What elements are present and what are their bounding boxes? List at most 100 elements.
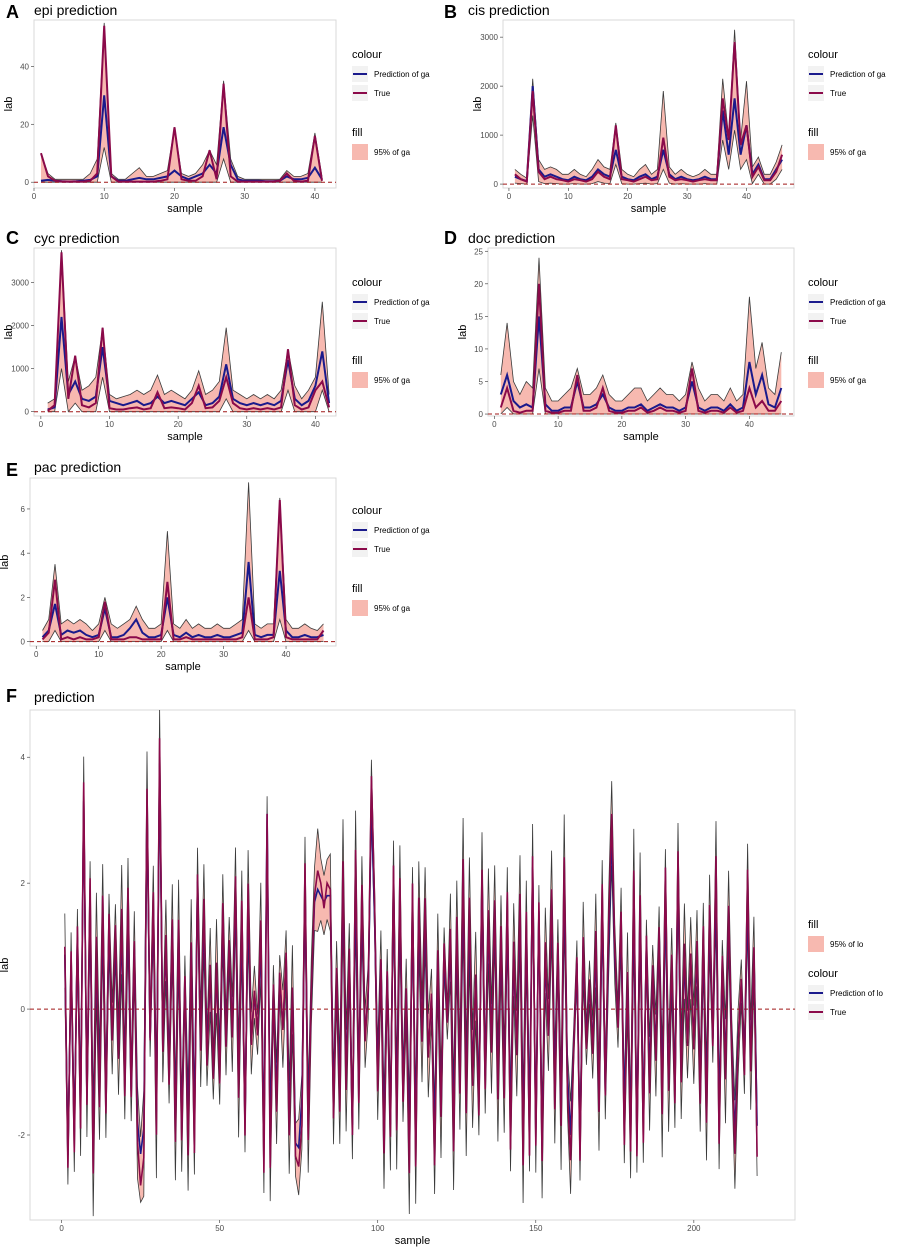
data-layer [30, 710, 795, 1217]
x-tick-label: 20 [170, 192, 179, 201]
x-tick-label: 40 [311, 420, 320, 429]
x-tick-label: 0 [59, 1224, 64, 1233]
x-tick-label: 0 [39, 420, 44, 429]
data-layer [488, 257, 794, 415]
x-tick-label: 40 [282, 650, 291, 659]
legend-label-true: True [830, 1008, 847, 1017]
x-tick-label: 10 [554, 420, 563, 429]
band-95 [47, 250, 330, 412]
y-tick-label: -2 [18, 1131, 26, 1140]
legend-colour-title: colour [352, 505, 382, 517]
legend: colour Prediction of ga True fill 95% of ga [352, 277, 430, 388]
y-tick-label: 0 [25, 178, 30, 187]
band-upper-edge [47, 250, 330, 404]
legend-label-prediction: Prediction of ga [374, 70, 430, 79]
legend-colour-title: colour [808, 968, 838, 980]
legend-colour-title: colour [352, 49, 382, 61]
legend-key-band [352, 600, 368, 616]
panel-label: F [6, 686, 17, 706]
legend-colour-title: colour [808, 277, 838, 289]
legend-key-band [352, 144, 368, 160]
series-line-prediction [41, 561, 324, 639]
legend-key-band [808, 372, 824, 388]
legend-fill-title: fill [352, 583, 362, 595]
legend-label-true: True [374, 317, 391, 326]
x-tick-label: 10 [100, 192, 109, 201]
panel-label: E [6, 460, 18, 480]
y-tick-label: 0 [21, 638, 26, 647]
legend-label-prediction: Prediction of lo [830, 989, 883, 998]
plot-area [33, 19, 337, 189]
y-axis-title: lab [472, 97, 484, 112]
x-axis-title: sample [167, 431, 202, 443]
x-tick-label: 10 [94, 650, 103, 659]
x-tick-label: 20 [623, 192, 632, 201]
x-tick-label: 10 [564, 192, 573, 201]
legend-fill-title: fill [808, 127, 818, 139]
x-tick-label: 30 [219, 650, 228, 659]
series-line-true [47, 252, 331, 412]
x-tick-label: 50 [215, 1224, 224, 1233]
y-tick-label: 0 [25, 408, 30, 417]
legend-label-band: 95% of ga [830, 376, 867, 385]
y-tick-label: 2000 [480, 82, 498, 91]
y-tick-label: 0 [494, 180, 499, 189]
band-95 [42, 482, 324, 642]
legend-label-band: 95% of ga [374, 148, 411, 157]
y-tick-label: 1000 [480, 131, 498, 140]
panel-label: B [444, 2, 457, 22]
x-tick-label: 30 [240, 192, 249, 201]
chart-title: cis prediction [468, 2, 550, 18]
chart-title: pac prediction [34, 459, 121, 475]
x-tick-label: 0 [492, 420, 497, 429]
x-tick-label: 30 [681, 420, 690, 429]
legend-label-true: True [830, 317, 847, 326]
data-layer [30, 482, 336, 643]
y-tick-label: 1000 [11, 365, 29, 374]
panel-label: A [6, 2, 19, 22]
legend-label-prediction: Prediction of ga [374, 526, 430, 535]
series-line-prediction [514, 86, 783, 183]
legend: colour Prediction of ga True fill 95% of ga [808, 277, 886, 388]
x-tick-label: 20 [174, 420, 183, 429]
band-upper-edge [500, 257, 782, 402]
y-axis-title: lab [0, 555, 11, 570]
y-axis-title: lab [0, 958, 11, 973]
x-axis-title: sample [623, 431, 658, 443]
x-axis-title: sample [167, 203, 202, 215]
chart-title: doc prediction [468, 230, 555, 246]
legend-label-true: True [374, 89, 391, 98]
panel-label: C [6, 228, 19, 248]
legend-key-band [808, 936, 824, 952]
x-tick-label: 40 [310, 192, 319, 201]
legend-fill-title: fill [808, 355, 818, 367]
legend-label-band: 95% of ga [374, 376, 411, 385]
chart-title: cyc prediction [34, 230, 120, 246]
y-tick-label: 2 [21, 879, 26, 888]
legend-colour-title: colour [808, 49, 838, 61]
x-tick-label: 150 [529, 1224, 543, 1233]
legend-key-band [352, 372, 368, 388]
legend-label-band: 95% of ga [374, 604, 411, 613]
y-tick-label: 20 [474, 280, 483, 289]
plot-area [29, 477, 337, 647]
x-tick-label: 30 [242, 420, 251, 429]
x-tick-label: 10 [105, 420, 114, 429]
legend-fill-title: fill [352, 355, 362, 367]
x-tick-label: 200 [687, 1224, 701, 1233]
x-tick-label: 40 [742, 192, 751, 201]
legend-label-prediction: Prediction of ga [374, 298, 430, 307]
series-line-true [499, 283, 783, 414]
y-tick-label: 15 [474, 312, 483, 321]
data-layer [34, 250, 336, 413]
x-axis-title: sample [395, 1235, 430, 1247]
legend-colour-title: colour [352, 277, 382, 289]
x-tick-label: 0 [34, 650, 39, 659]
legend-label-true: True [374, 545, 391, 554]
data-layer [503, 29, 794, 185]
y-tick-label: 2 [21, 593, 26, 602]
